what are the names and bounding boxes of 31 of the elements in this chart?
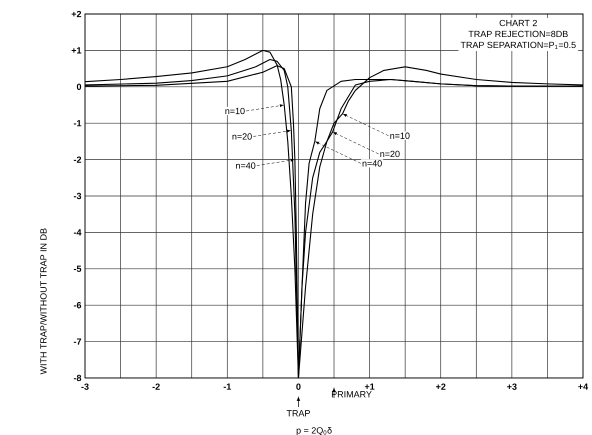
annotation: n=20 [380,150,400,158]
y-tick-label: -3 [74,192,82,200]
annotation: n=20 [232,133,252,140]
x-tick-label: -2 [152,383,160,390]
annotation: TRAP SEPARATION=P$_{1}$=0.5 [460,42,576,50]
y-tick-label: 0 [76,84,82,90]
y-tick-label: +1 [72,47,82,54]
y-tick-label: -8 [74,374,82,382]
x-tick-label: +1 [364,383,374,390]
y-tick-label: +2 [72,10,82,18]
y-tick-label: -4 [74,229,82,236]
y-axis-title: WITH TRAP/WITHOUT TRAP IN DB [40,228,47,374]
annotation: CHART 2 [500,20,537,26]
y-tick-label: -7 [74,338,82,345]
x-tick-label: -3 [81,383,89,390]
x-tick-label: +4 [578,383,588,390]
x-axis-title: p = 2Q$_{0}$δ [296,427,332,435]
x-tick-label: -1 [224,383,232,390]
x-tick-label: 0 [296,383,301,390]
y-tick-label: -2 [74,156,82,163]
annotation: n=10 [390,132,410,139]
y-tick-label: -5 [74,266,82,272]
annotation: n=40 [362,160,382,167]
annotation: n=10 [225,108,245,114]
y-tick-label: -1 [74,120,82,126]
text: TRAP [286,410,310,416]
y-tick-label: -6 [74,302,82,308]
x-tick-label: +3 [507,383,517,390]
annotation: n=40 [236,162,256,169]
annotation: TRAP REJECTION=8DB [468,30,568,38]
x-tick-label: +2 [436,383,446,390]
